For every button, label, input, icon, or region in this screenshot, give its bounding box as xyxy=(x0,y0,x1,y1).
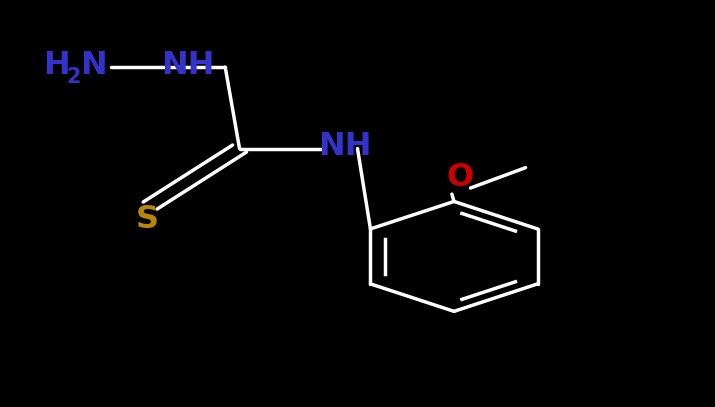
Text: H: H xyxy=(43,50,69,81)
Text: NH: NH xyxy=(318,131,372,162)
Text: 2: 2 xyxy=(66,67,81,88)
Text: O: O xyxy=(447,162,474,193)
Text: NH: NH xyxy=(161,50,214,81)
Text: N: N xyxy=(80,50,107,81)
Text: S: S xyxy=(136,204,159,235)
